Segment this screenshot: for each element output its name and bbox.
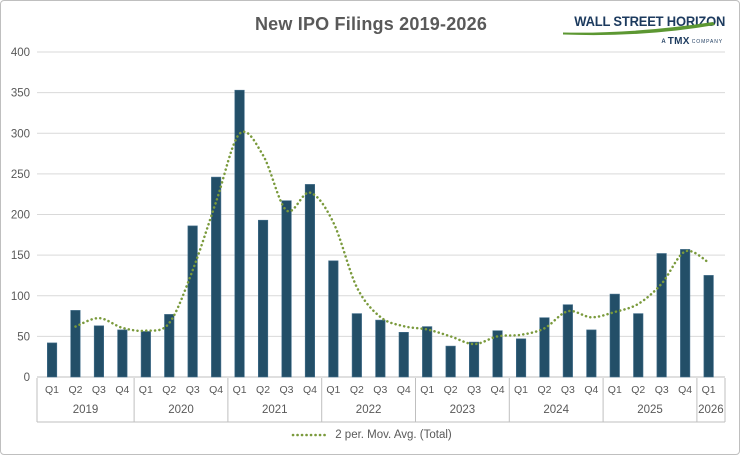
year-label: 2024: [543, 404, 569, 416]
quarter-label: Q1: [139, 384, 153, 396]
quarter-label: Q1: [45, 384, 59, 396]
dotted-line-icon: [291, 433, 327, 437]
bar: [93, 325, 104, 378]
quarter-label: Q2: [256, 384, 270, 396]
quarter-label: Q2: [444, 384, 458, 396]
bar: [375, 319, 386, 378]
chart-title: New IPO Filings 2019-2026: [254, 14, 488, 34]
bar: [586, 329, 597, 378]
y-tick-label: 0: [24, 372, 30, 384]
bar: [656, 253, 667, 378]
logo-tagline: A TMX COMPANY: [567, 31, 725, 49]
bar: [445, 345, 456, 378]
bar: [680, 249, 691, 378]
year-label: 2026: [698, 404, 724, 416]
quarter-label: Q2: [631, 384, 645, 396]
bar: [70, 310, 81, 378]
legend: 2 per. Mov. Avg. (Total): [1, 429, 740, 441]
quarter-label: Q3: [92, 384, 106, 396]
bar: [117, 329, 128, 378]
quarter-label: Q4: [209, 384, 223, 396]
year-label: 2020: [168, 404, 194, 416]
quarter-label: Q2: [162, 384, 176, 396]
quarter-label: Q1: [514, 384, 528, 396]
quarter-label: Q2: [537, 384, 551, 396]
bar: [468, 341, 480, 378]
quarter-label: Q2: [350, 384, 364, 396]
quarter-label: Q1: [702, 384, 716, 396]
legend-label: 2 per. Mov. Avg. (Total): [335, 429, 452, 441]
tagline-company: COMPANY: [691, 39, 723, 45]
bar: [281, 200, 292, 378]
quarter-label: Q1: [420, 384, 434, 396]
bar: [257, 219, 269, 378]
quarter-label: Q1: [326, 384, 340, 396]
quarter-label: Q3: [655, 384, 669, 396]
tagline-tmx: TMX: [667, 36, 690, 47]
bar: [164, 314, 175, 378]
y-tick-label: 300: [11, 128, 30, 140]
year-label: 2025: [637, 404, 663, 416]
quarter-label: Q4: [397, 384, 411, 396]
quarter-label: Q3: [467, 384, 481, 396]
bar: [234, 89, 245, 378]
bar: [515, 338, 527, 378]
y-tick-label: 50: [17, 331, 30, 343]
quarter-label: Q4: [491, 384, 505, 396]
quarter-label: Q4: [115, 384, 129, 396]
bar: [539, 317, 550, 378]
year-label: 2023: [450, 404, 476, 416]
quarter-label: Q1: [233, 384, 247, 396]
bar: [609, 293, 620, 378]
y-tick-label: 100: [11, 291, 30, 303]
bar: [187, 225, 198, 378]
year-label: 2021: [262, 404, 288, 416]
bar: [304, 184, 316, 378]
quarter-label: Q4: [584, 384, 598, 396]
year-label: 2022: [356, 404, 382, 416]
quarter-label: Q4: [303, 384, 317, 396]
bar: [562, 304, 573, 378]
bar: [46, 342, 58, 378]
bar: [351, 313, 362, 378]
y-tick-label: 400: [11, 47, 30, 59]
quarter-label: Q2: [68, 384, 82, 396]
quarter-label: Q1: [608, 384, 622, 396]
y-tick-label: 350: [11, 88, 30, 100]
bar: [422, 326, 433, 378]
bar: [398, 331, 409, 378]
bar: [140, 331, 151, 378]
quarter-label: Q4: [678, 384, 692, 396]
bar: [633, 313, 644, 378]
moving-average-line: [74, 130, 710, 346]
y-tick-label: 150: [11, 250, 30, 262]
tagline-a: A: [661, 39, 666, 45]
y-tick-label: 200: [11, 210, 30, 222]
bar: [703, 275, 714, 378]
quarter-label: Q3: [186, 384, 200, 396]
year-label: 2019: [73, 404, 99, 416]
quarter-label: Q3: [561, 384, 575, 396]
quarter-label: Q3: [373, 384, 387, 396]
bar: [211, 176, 222, 378]
bar: [492, 330, 503, 378]
bar: [328, 260, 339, 378]
quarter-label: Q3: [279, 384, 293, 396]
y-tick-label: 250: [11, 169, 30, 181]
